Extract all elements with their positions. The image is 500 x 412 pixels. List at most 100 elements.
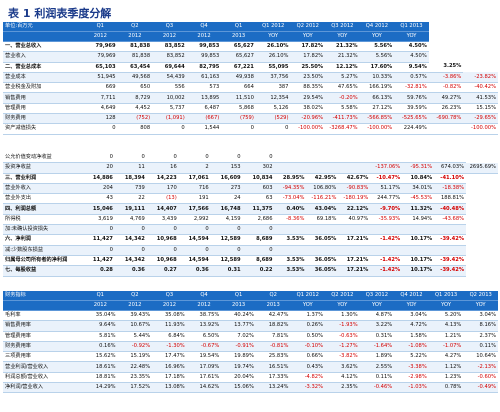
table-cell: -0.46% (359, 382, 395, 394)
table-cell: 20.04% (221, 372, 256, 384)
table-cell: 664 (221, 82, 256, 94)
table-cell: 8,689 (242, 234, 275, 246)
table-cell: 3.22% (359, 320, 395, 332)
row-label: 销售费用率 (3, 320, 83, 332)
table-row: 减:少数股东损益 0 0 0 0 0 0 (3, 245, 498, 256)
table-cell: 2 (178, 162, 211, 174)
table-cell: 16,609 (210, 173, 243, 184)
table-cell: -1.03% (394, 382, 429, 394)
header-quarter: Q1 2012 (255, 22, 291, 32)
table-cell: 13.77% (221, 320, 256, 332)
table-cell: 5.56% (359, 51, 395, 63)
table-cell: 0 (114, 224, 147, 236)
table-cell: 19,111 (114, 203, 147, 215)
table-row: 营业利润/营业收入 18.61% 22.48% 16.96% 17.09% 19.74% 1… (3, 361, 498, 373)
table-cell: -39.42% (434, 234, 467, 246)
table-cell (338, 224, 371, 236)
table-cell: 0.66% (290, 351, 326, 363)
table-cell: 1.30% (325, 310, 360, 322)
table-cell: 39.43% (117, 310, 153, 322)
table-cell: -35.93% (370, 214, 403, 226)
table-cell: 0 (83, 245, 115, 256)
table-cell: 15.06% (221, 382, 256, 394)
row-label: 财务费用 (3, 113, 83, 125)
table-cell: -100.00% (359, 123, 395, 135)
table-cell: 23.50% (290, 72, 326, 84)
table-cell: 3,619 (83, 214, 115, 226)
table-cell: 302 (242, 162, 275, 174)
table-cell: 2.37% (463, 331, 498, 342)
table-cell: 5.27% (325, 72, 360, 84)
header-quarter: Q2 2013 (463, 291, 498, 301)
row-label: 财务费用率 (3, 341, 83, 353)
table-cell: 99,853 (186, 51, 222, 63)
table-cell: 5.81% (83, 331, 118, 342)
table-cell: -94.35% (274, 183, 307, 195)
table-cell: 0.50% (290, 331, 326, 342)
table-cell: 0.40% (274, 203, 307, 215)
table-cell: 28.95% (274, 173, 307, 184)
table-cell: (752) (117, 113, 153, 125)
table-cell: -0.20% (325, 92, 360, 104)
table-cell: 14,594 (178, 234, 211, 246)
header-label: 财务指标 (3, 291, 83, 301)
table-row: 三项费用率 15.62% 15.19% 17.47% 19.54% 19.89% 25.83… (3, 351, 498, 363)
table-cell: -180.19% (338, 193, 371, 205)
table-cell: 16.96% (152, 361, 187, 373)
table-cell: 40.97% (338, 214, 371, 226)
header-year: YOY (428, 300, 464, 311)
table-cell: 16,748 (210, 203, 243, 215)
table-cell: 4.50% (394, 41, 429, 53)
table-row: 营业外收入 204 739 170 716 273 603 -94.35% 106.80% -90… (3, 183, 498, 195)
header-year: 2012 (83, 31, 118, 42)
table-cell: 35.04% (83, 310, 118, 322)
table-cell: 38.75% (186, 310, 222, 322)
header-quarter: Q1 2013 (428, 291, 464, 301)
table-cell: 12.12% (325, 62, 360, 73)
table-cell (274, 224, 307, 236)
table-cell: 65,627 (221, 51, 256, 63)
table-cell: 47.65% (325, 82, 360, 94)
table-cell: 67,221 (221, 62, 256, 73)
table-cell: 2,992 (178, 214, 211, 226)
header-year: YOY (325, 31, 360, 42)
table-cell: 15.15% (463, 103, 498, 115)
table-row: 管理费用 4,649 4,452 5,737 6,487 5,868 5,126 38.02%… (3, 103, 498, 115)
table-cell: 11.93% (152, 320, 187, 332)
header-quarter: Q1 (221, 291, 256, 301)
table-cell: 0 (83, 153, 115, 164)
header-quarter: Q1 (83, 22, 118, 32)
table-cell: 17.21% (338, 255, 371, 267)
table-row: 财务费用率 0.16% -0.92% -1.30% -0.67% -0.91% -0.81%… (3, 341, 498, 353)
table-cell: 10,968 (146, 255, 179, 267)
table-cell: 5.22% (394, 351, 429, 363)
header-spacer (3, 31, 83, 42)
table-cell: 4.50% (394, 51, 429, 63)
table-cell: 0 (146, 224, 179, 236)
table-cell (306, 224, 339, 236)
header-quarter: Q3 2012 (325, 22, 360, 32)
table-cell (434, 224, 467, 236)
table-cell: -1.42% (370, 265, 403, 277)
table-cell: 0.78% (428, 382, 464, 394)
header-quarter: Q4 (186, 291, 222, 301)
table-cell: 3.04% (394, 310, 429, 322)
header-row-years: 2012 2012 2012 2012 2013 YOY YOY YOY YOY YOY (3, 31, 498, 42)
header-year: YOY (359, 31, 395, 42)
table-cell: 0 (242, 153, 275, 164)
header-year: 2012 (117, 31, 153, 42)
table-row: 六、净利润 11,427 14,342 10,968 14,594 12,589 8,689… (3, 234, 498, 246)
table-cell: 18,394 (114, 173, 147, 184)
table-cell: -95.31% (402, 162, 435, 174)
table-cell: 49.27% (428, 92, 464, 104)
table-row: 财务费用 128 (752) (1,091) (667) (759) (529) -20.96… (3, 113, 498, 125)
table-cell: (667) (186, 113, 222, 125)
table-cell: 0 (146, 245, 179, 256)
table-cell: 14,223 (146, 173, 179, 184)
table-cell: 42.67% (338, 173, 371, 184)
header-quarter: Q1 2013 (394, 22, 429, 32)
table-cell: 556 (152, 82, 187, 94)
table-row: 利润总额/营业收入 18.81% 23.35% 17.18% 17.61% 20.04% 1… (3, 372, 498, 384)
table-row: 所得税 3,619 4,769 3,439 2,992 4,159 2,686 -8.36% 6… (3, 214, 498, 226)
table-cell: -690.78% (428, 113, 464, 125)
